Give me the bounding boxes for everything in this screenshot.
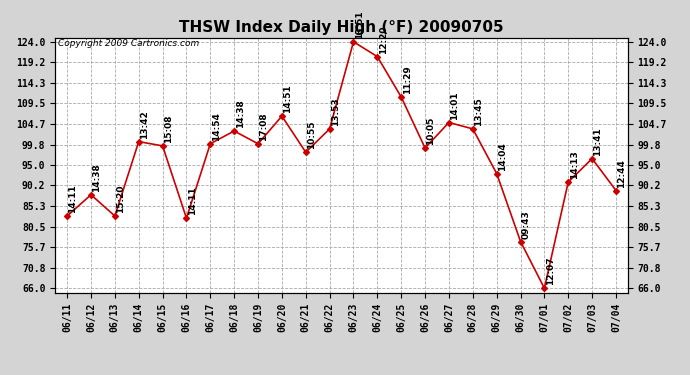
Text: 14:38: 14:38 — [92, 163, 101, 192]
Text: 17:08: 17:08 — [259, 112, 268, 141]
Text: 13:45: 13:45 — [474, 98, 483, 126]
Text: Copyright 2009 Cartronics.com: Copyright 2009 Cartronics.com — [58, 39, 199, 48]
Text: 14:04: 14:04 — [498, 142, 507, 171]
Text: 09:43: 09:43 — [522, 210, 531, 239]
Text: 13:51: 13:51 — [355, 10, 364, 39]
Text: 13:53: 13:53 — [331, 98, 340, 126]
Text: 14:11: 14:11 — [68, 184, 77, 213]
Text: 14:38: 14:38 — [235, 99, 244, 128]
Text: 10:55: 10:55 — [307, 121, 316, 150]
Text: 15:08: 15:08 — [164, 115, 173, 143]
Text: 15:20: 15:20 — [116, 185, 126, 213]
Text: 14:11: 14:11 — [188, 187, 197, 215]
Title: THSW Index Daily High (°F) 20090705: THSW Index Daily High (°F) 20090705 — [179, 20, 504, 35]
Text: 13:41: 13:41 — [593, 127, 602, 156]
Text: 14:13: 14:13 — [570, 150, 579, 179]
Text: 14:51: 14:51 — [284, 85, 293, 113]
Text: 11:29: 11:29 — [402, 66, 412, 94]
Text: 14:54: 14:54 — [212, 112, 221, 141]
Text: 12:44: 12:44 — [618, 159, 627, 188]
Text: 12:07: 12:07 — [546, 257, 555, 285]
Text: 10:05: 10:05 — [426, 117, 435, 145]
Text: 13:42: 13:42 — [140, 110, 149, 139]
Text: 12:20: 12:20 — [379, 26, 388, 54]
Text: 14:01: 14:01 — [451, 91, 460, 120]
